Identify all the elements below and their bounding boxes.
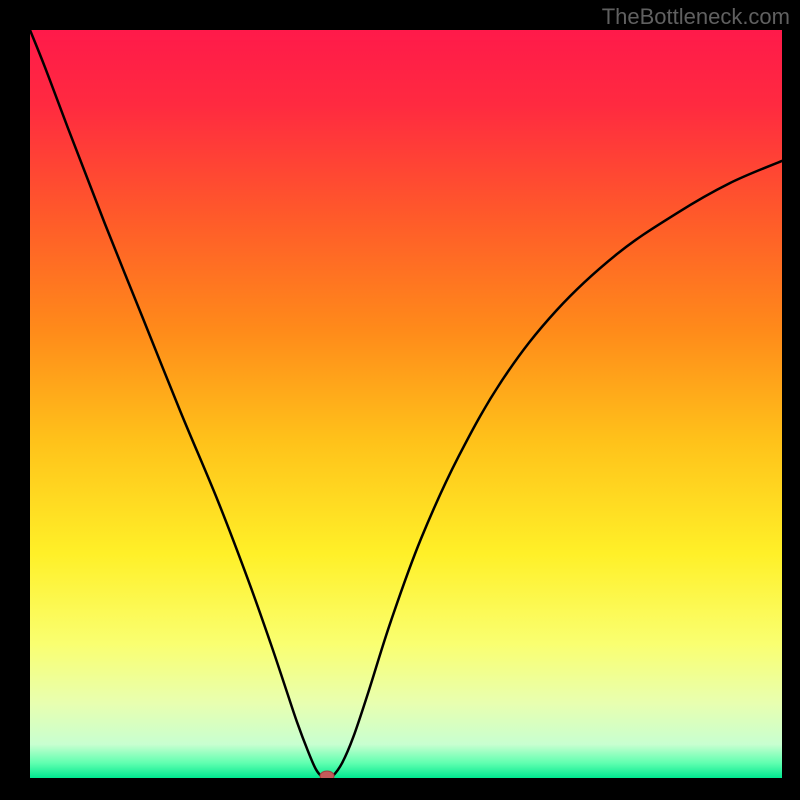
minimum-marker [320, 771, 334, 778]
plot-area [30, 30, 782, 778]
bottleneck-curve [30, 30, 782, 778]
curve-layer [30, 30, 782, 778]
watermark-text: TheBottleneck.com [602, 4, 790, 30]
